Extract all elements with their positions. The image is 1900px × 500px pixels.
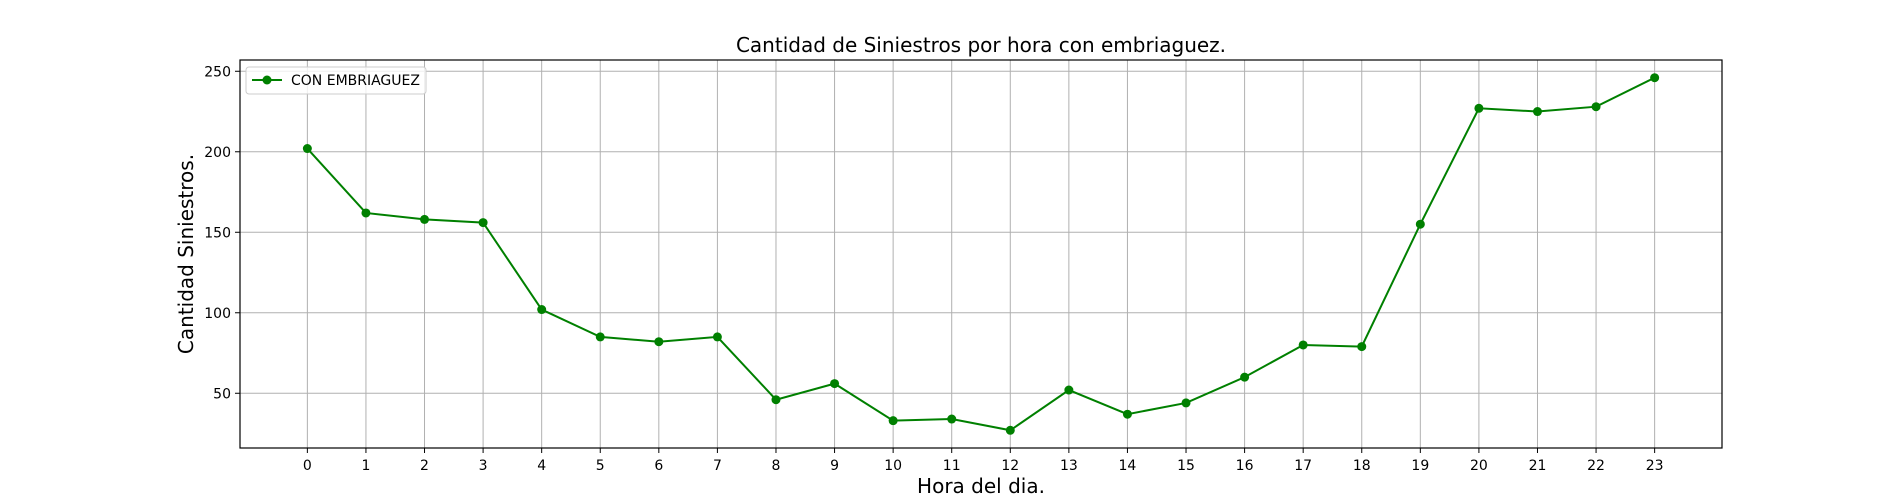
y-axis-ticks: 50 100 150 200 250 <box>204 64 240 402</box>
data-point <box>1122 409 1132 419</box>
data-point <box>771 395 781 405</box>
data-point <box>1005 425 1015 435</box>
series-markers <box>302 73 1660 435</box>
data-point <box>1532 107 1542 117</box>
data-point <box>537 305 547 315</box>
x-tick-label: 2 <box>420 458 429 474</box>
x-tick-label: 15 <box>1177 458 1195 474</box>
x-axis-ticks: 0 1 2 3 4 5 6 7 8 9 10 11 12 13 14 15 16 17 18 19 20 21 22 23 <box>303 448 1664 474</box>
grid-lines <box>240 60 1722 448</box>
x-tick-label: 22 <box>1587 458 1605 474</box>
x-tick-label: 6 <box>654 458 663 474</box>
data-point <box>1415 219 1425 229</box>
legend-marker-swatch <box>262 75 272 85</box>
x-tick-label: 17 <box>1294 458 1312 474</box>
x-tick-label: 8 <box>772 458 781 474</box>
x-tick-label: 16 <box>1236 458 1254 474</box>
x-tick-label: 11 <box>943 458 961 474</box>
x-tick-label: 20 <box>1470 458 1488 474</box>
x-tick-label: 13 <box>1060 458 1078 474</box>
legend-box <box>245 66 427 95</box>
data-point <box>947 414 957 424</box>
data-point <box>1650 73 1660 83</box>
data-point <box>830 379 840 389</box>
x-tick-label: 7 <box>713 458 722 474</box>
series-line-con-embriaguez <box>306 76 1656 432</box>
x-tick-label: 5 <box>596 458 605 474</box>
x-tick-label: 0 <box>303 458 312 474</box>
x-tick-label: 9 <box>830 458 839 474</box>
x-tick-label: 19 <box>1411 458 1429 474</box>
data-point <box>1474 103 1484 113</box>
data-point <box>1357 342 1367 352</box>
data-point <box>595 332 605 342</box>
legend: CON EMBRIAGUEZ <box>245 66 427 95</box>
data-point <box>1064 385 1074 395</box>
x-tick-label: 18 <box>1353 458 1371 474</box>
y-axis-label: Cantidad Siniestros. <box>174 154 198 354</box>
x-tick-label: 12 <box>1001 458 1019 474</box>
x-tick-label: 1 <box>361 458 370 474</box>
legend-entry-con-embriaguez: CON EMBRIAGUEZ <box>291 73 420 89</box>
y-tick-label: 50 <box>213 386 231 402</box>
chart-title: Cantidad de Siniestros por hora con embr… <box>736 33 1226 57</box>
y-tick-label: 100 <box>204 306 231 322</box>
data-point <box>302 144 312 154</box>
data-point <box>712 332 722 342</box>
y-tick-label: 250 <box>204 64 231 80</box>
y-tick-label: 200 <box>204 145 231 161</box>
x-tick-label: 3 <box>479 458 488 474</box>
data-point <box>478 218 488 228</box>
x-tick-label: 23 <box>1646 458 1664 474</box>
data-point <box>1240 372 1250 382</box>
x-tick-label: 14 <box>1119 458 1137 474</box>
x-axis-label: Hora del dia. <box>917 474 1045 498</box>
data-point <box>1591 102 1601 112</box>
data-point <box>654 337 664 347</box>
x-tick-label: 21 <box>1529 458 1547 474</box>
y-tick-label: 150 <box>204 225 231 241</box>
data-point <box>888 416 898 426</box>
data-point <box>1298 340 1308 350</box>
plot-frame <box>239 59 1723 449</box>
data-point <box>420 214 430 224</box>
x-tick-label: 10 <box>884 458 902 474</box>
data-point <box>361 208 371 218</box>
x-tick-label: 4 <box>537 458 546 474</box>
data-point <box>1181 398 1191 408</box>
